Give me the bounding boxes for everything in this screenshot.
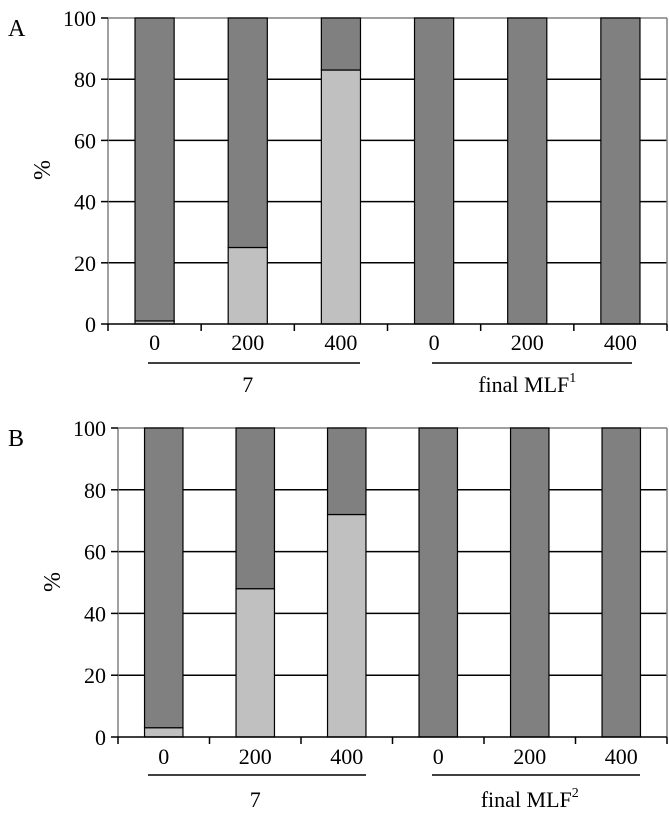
- bar-segment-dark: [235, 427, 276, 590]
- group-label-text: 7: [242, 372, 253, 397]
- y-tick-label: 60: [74, 128, 96, 153]
- y-axis-label: %: [30, 160, 56, 180]
- group-label-superscript: 2: [572, 786, 579, 801]
- y-tick-label: 20: [84, 663, 106, 688]
- x-category-label: 400: [604, 330, 637, 355]
- x-category-label: 0: [149, 330, 160, 355]
- bar-segment-dark: [418, 427, 459, 738]
- group-label: 7: [250, 787, 261, 812]
- x-category-label: 400: [605, 744, 638, 769]
- y-tick-label: 20: [74, 251, 96, 276]
- x-category-label: 400: [330, 744, 363, 769]
- chart-panel-b: 0 20 40 60 80 100 0 200 400 0 200 400 7 final MLF2 B%: [8, 416, 668, 812]
- x-category-label: 0: [158, 744, 169, 769]
- y-tick-label: 40: [74, 190, 96, 215]
- y-tick-label: 100: [73, 416, 106, 441]
- bar-segment-light: [320, 69, 362, 325]
- group-label: final MLF2: [481, 786, 579, 812]
- x-category-label: 400: [324, 330, 357, 355]
- bar-segment-dark: [143, 427, 184, 729]
- group-label-superscript: 1: [569, 371, 576, 386]
- bar-segment-dark: [134, 17, 175, 322]
- bar-segment-light: [235, 588, 276, 738]
- y-axis-label: %: [40, 572, 66, 592]
- group-label-text: final MLF: [481, 787, 572, 812]
- bar-segment-light: [227, 246, 268, 325]
- x-category-label: 200: [513, 744, 546, 769]
- bar-segment-dark: [509, 427, 550, 738]
- bar-segment-light: [326, 513, 367, 738]
- group-label: 7: [242, 372, 253, 397]
- y-tick-label: 40: [84, 601, 106, 626]
- group-label-text: 7: [250, 787, 261, 812]
- x-category-label: 0: [429, 330, 440, 355]
- bar-segment-dark: [507, 17, 548, 325]
- panel-letter: B: [8, 426, 24, 452]
- bar-segment-light: [143, 727, 184, 738]
- x-category-label: 0: [433, 744, 444, 769]
- bar-segment-dark: [326, 427, 367, 516]
- bar-segment-dark: [601, 427, 642, 738]
- y-tick-label: 0: [95, 725, 106, 750]
- y-tick-label: 80: [84, 478, 106, 503]
- x-category-label: 200: [239, 744, 272, 769]
- bar-segment-dark: [320, 17, 362, 71]
- bar-segment-dark: [600, 17, 641, 325]
- group-label: final MLF1: [478, 371, 576, 397]
- y-tick-label: 60: [84, 540, 106, 565]
- y-tick-label: 80: [74, 67, 96, 92]
- chart-panel-a: 0 20 40 60 80 100 0 200 400 0 200 400 7 final MLF1 A%: [8, 6, 668, 397]
- x-category-label: 200: [511, 330, 544, 355]
- x-category-label: 200: [231, 330, 264, 355]
- bar-segment-dark: [413, 17, 455, 325]
- panel-letter: A: [8, 16, 26, 42]
- y-tick-label: 0: [85, 312, 96, 337]
- y-tick-label: 100: [63, 6, 96, 31]
- bar-segment-dark: [227, 17, 268, 249]
- group-label-text: final MLF: [478, 372, 569, 397]
